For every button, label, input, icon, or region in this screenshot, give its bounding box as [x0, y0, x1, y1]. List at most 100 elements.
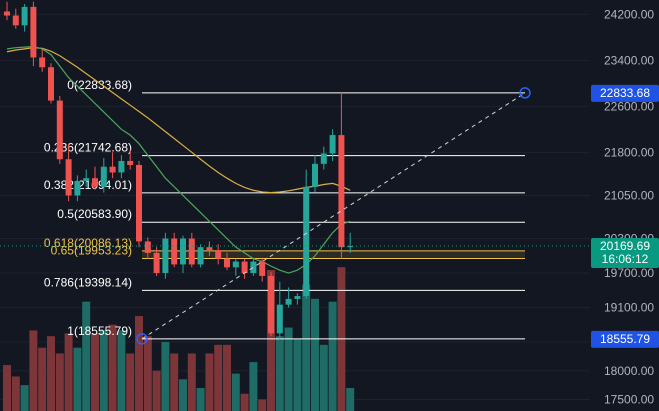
- candle-body: [268, 275, 274, 334]
- fib-high-price-badge-bg: [591, 84, 659, 102]
- volume-bar: [284, 327, 293, 411]
- golden-pocket-zone: [142, 250, 525, 259]
- candle-body: [259, 261, 266, 276]
- current-price-badge-text: 20169.69: [600, 239, 650, 253]
- current-price-badge-bg: [591, 238, 659, 269]
- candle-body: [162, 238, 169, 274]
- fib-retracement[interactable]: 0(22833.68)0.236(21742.68)0.382(21094.01…: [44, 78, 525, 340]
- volume-bar: [179, 379, 187, 411]
- y-tick-label: 22600.00: [604, 99, 654, 113]
- fib-high-price-badge: 22833.68: [591, 84, 659, 102]
- candle-body: [188, 238, 195, 265]
- volume-bar: [240, 393, 249, 411]
- candle-body: [320, 153, 327, 164]
- volume-bar: [135, 316, 143, 411]
- candle-body: [241, 261, 248, 274]
- candle-body: [92, 178, 98, 187]
- volume-bar: [223, 344, 231, 411]
- volume-bar: [214, 344, 223, 411]
- candle-body: [329, 135, 336, 154]
- volume-bar: [3, 364, 11, 411]
- candle-body: [232, 261, 239, 268]
- y-tick-label: 19100.00: [604, 301, 654, 315]
- volume-bar: [293, 339, 302, 411]
- y-tick-label: 17500.00: [604, 393, 654, 407]
- candle-body: [312, 163, 318, 187]
- candle-body: [12, 15, 19, 26]
- candle-body: [39, 57, 46, 68]
- volume-bar: [319, 344, 328, 411]
- trend-line: [141, 92, 526, 340]
- candle-body: [109, 166, 116, 173]
- volume-bar: [346, 387, 355, 411]
- candle-body: [30, 6, 37, 58]
- volume-bar: [152, 370, 161, 411]
- candle-body: [276, 304, 283, 334]
- fib-level-label: 0.236(21742.68): [44, 141, 132, 155]
- candle-body: [215, 250, 222, 259]
- volume-bar: [249, 362, 258, 411]
- candle-body: [338, 135, 345, 248]
- volume-bar: [20, 385, 29, 411]
- volume-bar: [126, 353, 135, 411]
- candle-body: [118, 160, 125, 173]
- volume-bar: [267, 270, 275, 411]
- volume-bar: [64, 333, 73, 411]
- candle-body: [197, 247, 204, 265]
- y-tick-label: 18000.00: [604, 364, 654, 378]
- volume-bar: [99, 330, 108, 411]
- ma-slow-line: [6, 47, 351, 194]
- volume-bar: [258, 399, 267, 411]
- candles: [4, 1, 354, 340]
- fib-level-label: 0.5(20583.90): [57, 207, 132, 221]
- volume-bar: [82, 301, 91, 411]
- moving-averages: [6, 45, 351, 274]
- y-tick-label: 19700.00: [604, 266, 654, 280]
- candle-body: [303, 186, 310, 297]
- fib-high-price-badge-text: 22833.68: [600, 86, 650, 100]
- candle-body: [250, 261, 257, 274]
- candle-body: [285, 298, 292, 305]
- candle-body: [153, 252, 160, 274]
- volume-bar: [108, 324, 117, 411]
- candle-body: [74, 181, 81, 196]
- volume-bar: [170, 353, 179, 411]
- candle-body: [136, 164, 142, 242]
- trend-anchor-high: [519, 87, 531, 99]
- y-tick-label: 21050.00: [604, 188, 654, 202]
- candle-body: [171, 238, 178, 265]
- volume-bar: [275, 336, 284, 411]
- fib-low-price-badge-text: 18555.79: [600, 332, 650, 346]
- fib-level-label: 1(18555.79): [67, 324, 132, 338]
- y-tick-label: 24200.00: [604, 7, 654, 21]
- volume-bar: [328, 301, 337, 411]
- ma-fast-line: [6, 45, 351, 274]
- candle-body: [127, 160, 134, 165]
- candle-body: [83, 178, 90, 182]
- trend-anchor-low: [136, 333, 148, 345]
- candle-body: [347, 246, 354, 248]
- fib-level-label: 0.65(19953.23): [51, 243, 132, 257]
- volume-bar: [161, 341, 170, 411]
- current-price-badge-text: 16:06:12: [602, 252, 649, 266]
- fib-level-label: 0.618(20086.13): [44, 236, 132, 250]
- candle-body: [294, 296, 301, 299]
- volume-bar: [73, 347, 82, 411]
- candle-body: [224, 258, 230, 268]
- fib-low-price-badge-bg: [591, 330, 659, 348]
- volume-bar: [117, 330, 126, 411]
- volume-bar: [187, 353, 196, 411]
- volume-bar: [205, 353, 214, 411]
- candle-body: [56, 100, 63, 160]
- volume-bar: [196, 387, 205, 411]
- fib-trend-line[interactable]: [136, 87, 531, 345]
- volume-bar: [29, 330, 38, 411]
- volume-bar: [91, 333, 99, 411]
- volume-bar: [38, 347, 47, 411]
- volume-bar: [311, 298, 319, 411]
- candle-body: [206, 247, 213, 251]
- volume-bar: [47, 336, 55, 411]
